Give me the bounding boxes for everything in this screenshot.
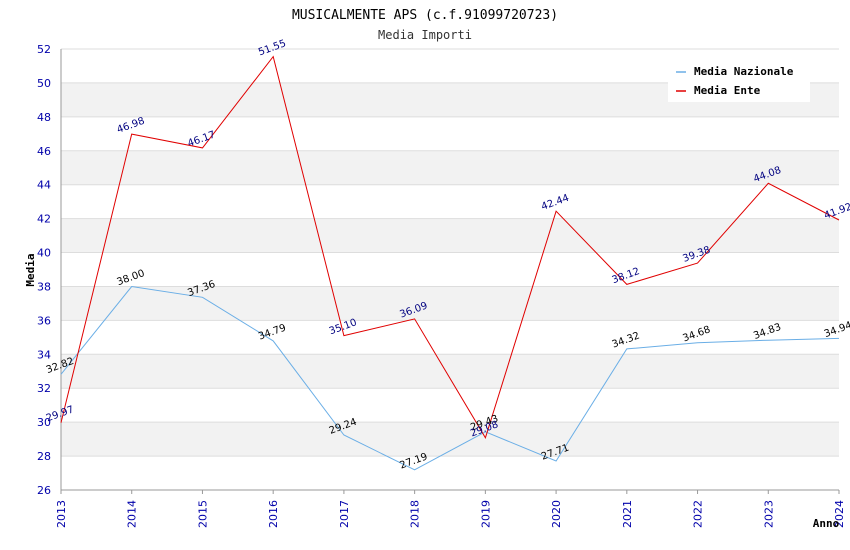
y-tick-label: 50 [37,77,51,90]
grid-band [61,252,839,287]
y-tick-label: 30 [37,416,51,429]
x-tick-label: 2024 [833,500,846,528]
grid-band [61,286,839,321]
y-tick-label: 46 [37,145,51,158]
y-tick-label: 34 [37,348,51,361]
y-axis-label: Media [24,253,37,286]
x-tick-label: 2016 [267,500,280,528]
grid-band [61,184,839,219]
grid-band [61,320,839,355]
legend-label-media-ente: Media Ente [694,84,761,97]
legend-box [668,60,810,102]
grid-band [61,388,839,423]
grid-band [61,116,839,151]
y-tick-label: 26 [37,484,51,497]
y-tick-label: 38 [37,280,51,293]
y-tick-label: 48 [37,111,51,124]
grid-band [61,456,839,490]
series-line-media-nazionale [60,285,840,471]
x-tick-label: 2023 [762,500,775,528]
grid-band [61,354,839,389]
y-tick-labels: 26 28 30 32 34 36 38 40 42 44 46 48 50 52 [37,43,51,497]
x-tick-label: 2022 [692,500,705,528]
y-tick-label: 52 [37,43,51,56]
y-tick-label: 32 [37,382,51,395]
x-tick-label: 2013 [55,500,68,528]
x-tick-label: 2019 [479,500,492,528]
y-tick-label: 42 [37,213,51,226]
x-tick-label: 2018 [409,500,422,528]
chart-title: MUSICALMENTE APS (c.f.91099720723) [292,8,558,23]
x-tick-label: 2015 [196,500,209,528]
y-tick-label: 40 [37,247,51,260]
grid-band [61,150,839,185]
x-axis-label: Anno [813,517,840,530]
x-tick-labels: 2013 2014 2015 2016 2017 2018 2019 2020 2021 2022… [55,490,846,528]
x-tick-label: 2014 [126,500,139,528]
grid-bands [61,49,839,490]
series-lines [60,55,840,471]
x-tick-label: 2017 [338,500,351,528]
legend: Media Nazionale Media Ente [668,60,810,102]
y-tick-label: 36 [37,314,51,327]
legend-label-media-nazionale: Media Nazionale [694,65,794,78]
x-tick-label: 2020 [550,500,563,528]
y-tick-label: 44 [37,179,51,192]
x-tick-label: 2021 [621,500,634,528]
series-line-media-ente [60,55,840,440]
y-tick-label: 28 [37,450,51,463]
chart-subtitle: Media Importi [378,28,472,42]
grid-band [61,218,839,253]
